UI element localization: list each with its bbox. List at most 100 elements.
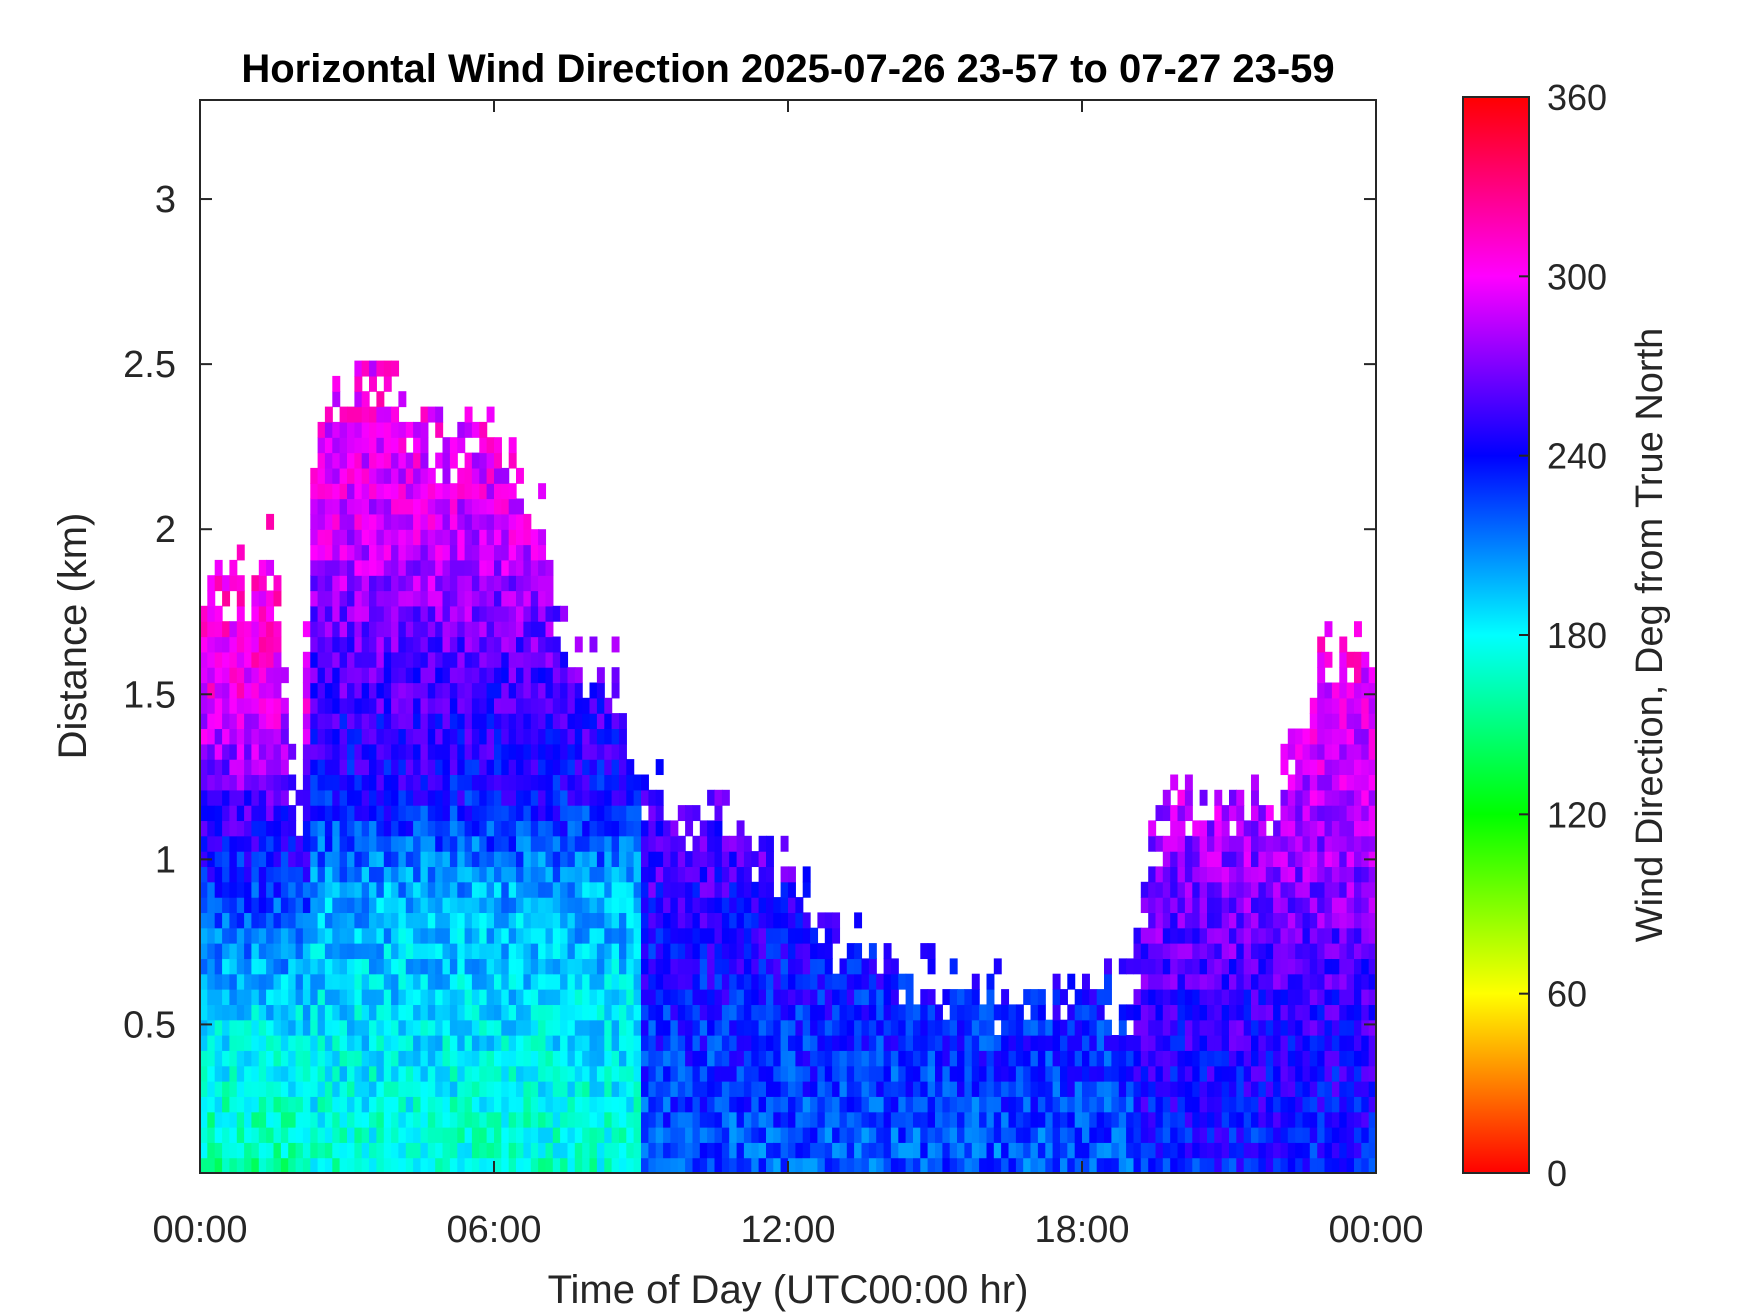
heatmap-cell	[494, 1050, 502, 1067]
heatmap-cell	[523, 651, 532, 668]
heatmap-cell	[1331, 1157, 1340, 1173]
heatmap-cell	[302, 759, 311, 776]
heatmap-cell	[222, 774, 231, 791]
heatmap-cell	[207, 866, 216, 883]
heatmap-cell	[596, 743, 605, 760]
heatmap-cell	[913, 1081, 921, 1097]
heatmap-cell	[971, 989, 980, 1006]
heatmap-cell	[523, 667, 532, 684]
heatmap-cell	[1309, 789, 1318, 806]
heatmap-cell	[582, 820, 591, 837]
heatmap-cell	[479, 912, 488, 929]
heatmap-cell	[1111, 1065, 1120, 1082]
heatmap-cell	[508, 943, 517, 960]
heatmap-cell	[670, 1004, 679, 1021]
heatmap-cell	[788, 1004, 796, 1021]
heatmap-cell	[589, 743, 598, 760]
heatmap-cell	[1030, 1081, 1039, 1097]
heatmap-cell	[1236, 820, 1245, 837]
heatmap-cell	[1082, 1081, 1090, 1097]
heatmap-cell	[244, 1111, 253, 1128]
heatmap-cell	[413, 1096, 422, 1113]
heatmap-cell	[244, 697, 253, 714]
heatmap-cell	[405, 621, 414, 638]
heatmap-cell	[420, 728, 429, 745]
heatmap-cell	[258, 1065, 267, 1082]
heatmap-cell	[766, 927, 774, 944]
heatmap-cell	[1317, 1019, 1326, 1036]
heatmap-cell	[383, 927, 392, 944]
heatmap-cell	[1133, 1127, 1142, 1143]
heatmap-cell	[324, 713, 333, 730]
heatmap-cell	[663, 1050, 672, 1067]
heatmap-cell	[596, 1142, 605, 1159]
heatmap-cell	[1207, 1035, 1215, 1051]
heatmap-cell	[692, 1004, 701, 1021]
heatmap-cell	[729, 1111, 738, 1128]
heatmap-cell	[516, 805, 524, 822]
heatmap-cell	[236, 1004, 245, 1021]
heatmap-cell	[383, 529, 392, 546]
heatmap-cell	[1229, 1081, 1237, 1097]
heatmap-cell	[692, 1019, 701, 1036]
heatmap-cell	[1309, 897, 1318, 914]
heatmap-cell	[486, 636, 495, 653]
heatmap-cell	[1258, 1096, 1267, 1113]
heatmap-cell	[699, 1157, 708, 1173]
heatmap-cell	[898, 1157, 907, 1173]
heatmap-cell	[839, 1111, 848, 1128]
heatmap-cell	[1258, 1081, 1267, 1097]
heatmap-cell	[1331, 789, 1340, 806]
heatmap-cell	[1354, 927, 1362, 944]
x-axis-label: Time of Day (UTC00:00 hr)	[548, 1268, 1029, 1312]
heatmap-cell	[1273, 1081, 1282, 1097]
heatmap-cell	[538, 820, 547, 837]
heatmap-cell	[949, 1142, 958, 1159]
heatmap-cell	[207, 713, 216, 730]
heatmap-cell	[1140, 1004, 1149, 1021]
heatmap-cell	[1339, 897, 1348, 914]
heatmap-cell	[332, 973, 341, 990]
heatmap-cell	[1258, 805, 1267, 822]
heatmap-cell	[391, 1050, 400, 1067]
heatmap-cell	[486, 989, 495, 1006]
heatmap-cell	[332, 1065, 341, 1082]
heatmap-cell	[354, 927, 363, 944]
heatmap-cell	[1354, 667, 1362, 684]
heatmap-cell	[611, 835, 620, 852]
heatmap-cell	[663, 851, 672, 868]
heatmap-cell	[582, 866, 591, 883]
heatmap-cell	[530, 958, 539, 975]
heatmap-cell	[758, 989, 767, 1006]
heatmap-cell	[471, 866, 480, 883]
heatmap-cell	[1236, 1004, 1245, 1021]
heatmap-cell	[1280, 912, 1289, 929]
heatmap-cell	[222, 1111, 231, 1128]
heatmap-cell	[258, 1127, 267, 1143]
heatmap-cell	[1302, 1019, 1311, 1036]
heatmap-cell	[494, 1035, 502, 1051]
heatmap-cell	[383, 1035, 392, 1051]
heatmap-cell	[1324, 1157, 1333, 1173]
heatmap-cell	[655, 1096, 664, 1113]
heatmap-cell	[471, 759, 480, 776]
heatmap-cell	[560, 820, 569, 837]
heatmap-cell	[295, 958, 304, 975]
heatmap-cell	[567, 759, 576, 776]
heatmap-cell	[508, 1081, 517, 1097]
heatmap-cell	[1302, 728, 1311, 745]
heatmap-cell	[280, 1111, 289, 1128]
heatmap-cell	[1192, 1157, 1201, 1173]
heatmap-cell	[545, 636, 554, 653]
heatmap-cell	[552, 1050, 561, 1067]
heatmap-cell	[310, 912, 319, 929]
heatmap-cell	[405, 483, 414, 500]
heatmap-cell	[310, 590, 319, 607]
heatmap-cell	[1060, 1142, 1068, 1159]
heatmap-cell	[979, 1065, 988, 1082]
heatmap-cell	[405, 636, 414, 653]
heatmap-cell	[464, 575, 473, 592]
heatmap-cell	[942, 989, 951, 1006]
heatmap-cell	[339, 513, 348, 530]
heatmap-cell	[376, 1065, 385, 1082]
